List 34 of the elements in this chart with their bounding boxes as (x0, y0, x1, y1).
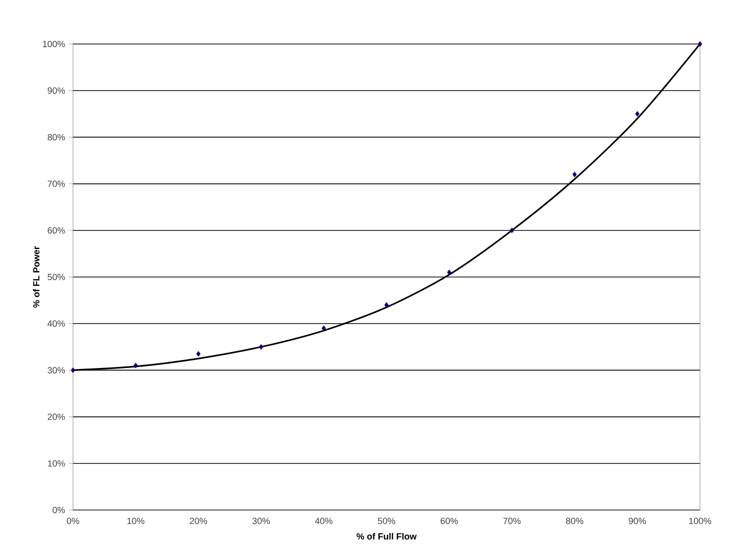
y-tick-label: 0% (52, 506, 65, 514)
y-axis-title: % of FL Power (32, 246, 40, 308)
y-tick-label: 80% (48, 134, 65, 140)
point (698, 41, 702, 47)
x-tick-label: 70% (503, 518, 521, 524)
point (258, 344, 264, 350)
x-tick-label: 90% (628, 518, 646, 524)
y-tick-label: 50% (48, 274, 65, 280)
y-tick-label: 70% (48, 180, 65, 187)
y-tick-label: 100% (42, 40, 65, 48)
x-tick-label: 50% (378, 518, 396, 524)
x-tick-label: 40% (315, 518, 332, 524)
x-tick-label: 0% (66, 518, 80, 524)
x-tick-label: 10% (127, 518, 144, 524)
x-tick-label: 60% (440, 518, 458, 524)
y-tick-label: 20% (48, 414, 65, 420)
y-tick-label: 10% (48, 460, 65, 467)
y-tick-label: 40% (47, 320, 65, 327)
y-tick-label: 90% (48, 87, 65, 94)
point (635, 111, 640, 117)
x-axis-title: % of Full Flow (356, 532, 417, 540)
x-tick-label: 100% (689, 518, 712, 524)
point (384, 302, 389, 308)
point (572, 172, 577, 178)
point (70, 367, 76, 373)
x-tick-label: 80% (566, 518, 584, 524)
point (196, 351, 201, 357)
y-tick-label: 30% (48, 367, 65, 374)
x-tick-label: 30% (252, 518, 270, 524)
point (510, 228, 514, 234)
x-tick-label: 20% (190, 518, 208, 524)
y-tick-label: 60% (48, 227, 65, 234)
point (134, 362, 138, 368)
point (447, 270, 452, 276)
